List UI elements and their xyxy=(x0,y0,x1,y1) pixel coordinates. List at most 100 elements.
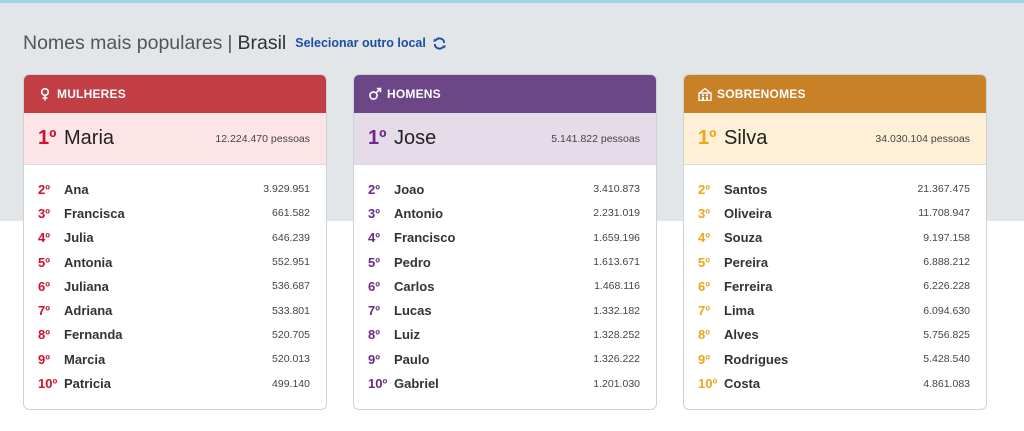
count: 21.367.475 xyxy=(917,183,970,196)
name: Fernanda xyxy=(64,327,123,343)
name: Juliana xyxy=(64,278,109,294)
name: Antonio xyxy=(394,205,444,221)
list-item: 10º Costa 4.861.083 xyxy=(684,371,986,395)
list-item: 8º Alves 5.756.825 xyxy=(684,323,986,347)
list-item: 2º Joao 3.410.873 xyxy=(354,177,656,201)
count: 2.231.019 xyxy=(593,207,640,220)
list-item: 9º Paulo 1.326.222 xyxy=(354,347,656,371)
rank: 7º xyxy=(38,303,50,319)
count: 6.094.630 xyxy=(923,304,970,317)
rank: 8º xyxy=(38,327,50,343)
name: Rodrigues xyxy=(724,351,789,367)
rank: 10º xyxy=(38,376,58,392)
name: Adriana xyxy=(64,303,113,319)
list-item: 8º Fernanda 520.705 xyxy=(24,323,326,347)
female-icon xyxy=(38,87,52,101)
name: Gabriel xyxy=(394,376,439,392)
count: 3.410.873 xyxy=(593,183,640,196)
count: 520.705 xyxy=(272,328,310,341)
rank: 9º xyxy=(698,351,710,367)
rank: 1º xyxy=(38,127,57,149)
card-title: SOBRENOMES xyxy=(717,87,806,101)
name: Patricia xyxy=(64,376,111,392)
selected-country: Brasil xyxy=(237,31,287,54)
name: Marcia xyxy=(64,351,106,367)
name: Souza xyxy=(724,230,763,246)
name: Paulo xyxy=(394,351,430,367)
list-item: 4º Julia 646.239 xyxy=(24,226,326,250)
rank: 4º xyxy=(368,230,380,246)
count: 6.226.228 xyxy=(923,280,970,293)
top-ranked-row: 1º Maria 12.224.470 pessoas xyxy=(24,113,326,165)
rank: 2º xyxy=(368,181,380,197)
rank: 9º xyxy=(368,351,380,367)
card-header: SOBRENOMES xyxy=(684,75,986,113)
name: Carlos xyxy=(394,278,435,294)
rank: 3º xyxy=(368,205,380,221)
list-item: 5º Pedro 1.613.671 xyxy=(354,250,656,274)
list-item: 5º Antonia 552.951 xyxy=(24,250,326,274)
count: 1.332.182 xyxy=(593,304,640,317)
list-item: 6º Juliana 536.687 xyxy=(24,274,326,298)
count: 4.861.083 xyxy=(923,377,970,390)
count: 34.030.104 pessoas xyxy=(875,132,970,145)
top-ranked-row: 1º Jose 5.141.822 pessoas xyxy=(354,113,656,165)
rank: 10º xyxy=(368,376,388,392)
count: 6.888.212 xyxy=(923,256,970,269)
list-item: 6º Ferreira 6.226.228 xyxy=(684,274,986,298)
count: 5.428.540 xyxy=(923,353,970,366)
count: 646.239 xyxy=(272,231,310,244)
name: Santos xyxy=(724,181,768,197)
ranking-list: 2º Ana 3.929.951 3º Francisca 661.582 4º Juli… xyxy=(24,165,326,396)
count: 1.326.222 xyxy=(593,353,640,366)
rank: 8º xyxy=(698,327,710,343)
count: 9.197.158 xyxy=(923,231,970,244)
rank: 8º xyxy=(368,327,380,343)
list-item: 6º Carlos 1.468.116 xyxy=(354,274,656,298)
rank: 6º xyxy=(368,278,380,294)
list-item: 9º Marcia 520.013 xyxy=(24,347,326,371)
count: 533.801 xyxy=(272,304,310,317)
list-item: 5º Pereira 6.888.212 xyxy=(684,250,986,274)
male-icon xyxy=(368,87,382,101)
card-women: MULHERES 1º Maria 12.224.470 pessoas 2º A… xyxy=(23,74,327,410)
list-item: 3º Francisca 661.582 xyxy=(24,201,326,225)
card-header: MULHERES xyxy=(24,75,326,113)
count: 12.224.470 pessoas xyxy=(215,132,310,145)
count: 1.613.671 xyxy=(593,256,640,269)
rank: 5º xyxy=(698,254,710,270)
rank: 6º xyxy=(38,278,50,294)
rank: 7º xyxy=(368,303,380,319)
count: 5.141.822 pessoas xyxy=(551,132,640,145)
name: Jose xyxy=(394,127,437,149)
rank: 2º xyxy=(698,181,710,197)
rank: 1º xyxy=(698,127,717,149)
count: 552.951 xyxy=(272,256,310,269)
name: Antonia xyxy=(64,254,113,270)
refresh-icon[interactable] xyxy=(432,36,447,51)
rank: 4º xyxy=(38,230,50,246)
change-location-link[interactable]: Selecionar outro local xyxy=(295,36,426,50)
list-item: 3º Antonio 2.231.019 xyxy=(354,201,656,225)
list-item: 7º Lucas 1.332.182 xyxy=(354,298,656,322)
top-accent-line xyxy=(0,0,1024,3)
name: Lucas xyxy=(394,303,432,319)
count: 3.929.951 xyxy=(263,183,310,196)
list-item: 7º Lima 6.094.630 xyxy=(684,298,986,322)
ranking-list: 2º Santos 21.367.475 3º Oliveira 11.708.947 … xyxy=(684,165,986,396)
count: 536.687 xyxy=(272,280,310,293)
title-separator: | xyxy=(227,31,233,54)
rank: 1º xyxy=(368,127,387,149)
count: 520.013 xyxy=(272,353,310,366)
top-ranked-row: 1º Silva 34.030.104 pessoas xyxy=(684,113,986,165)
name: Julia xyxy=(64,230,94,246)
count: 499.140 xyxy=(272,377,310,390)
list-item: 3º Oliveira 11.708.947 xyxy=(684,201,986,225)
count: 5.756.825 xyxy=(923,328,970,341)
name: Ferreira xyxy=(724,278,773,294)
list-item: 10º Gabriel 1.201.030 xyxy=(354,371,656,395)
name: Oliveira xyxy=(724,205,772,221)
rank: 4º xyxy=(698,230,710,246)
list-item: 7º Adriana 533.801 xyxy=(24,298,326,322)
count: 1.468.116 xyxy=(594,280,640,293)
